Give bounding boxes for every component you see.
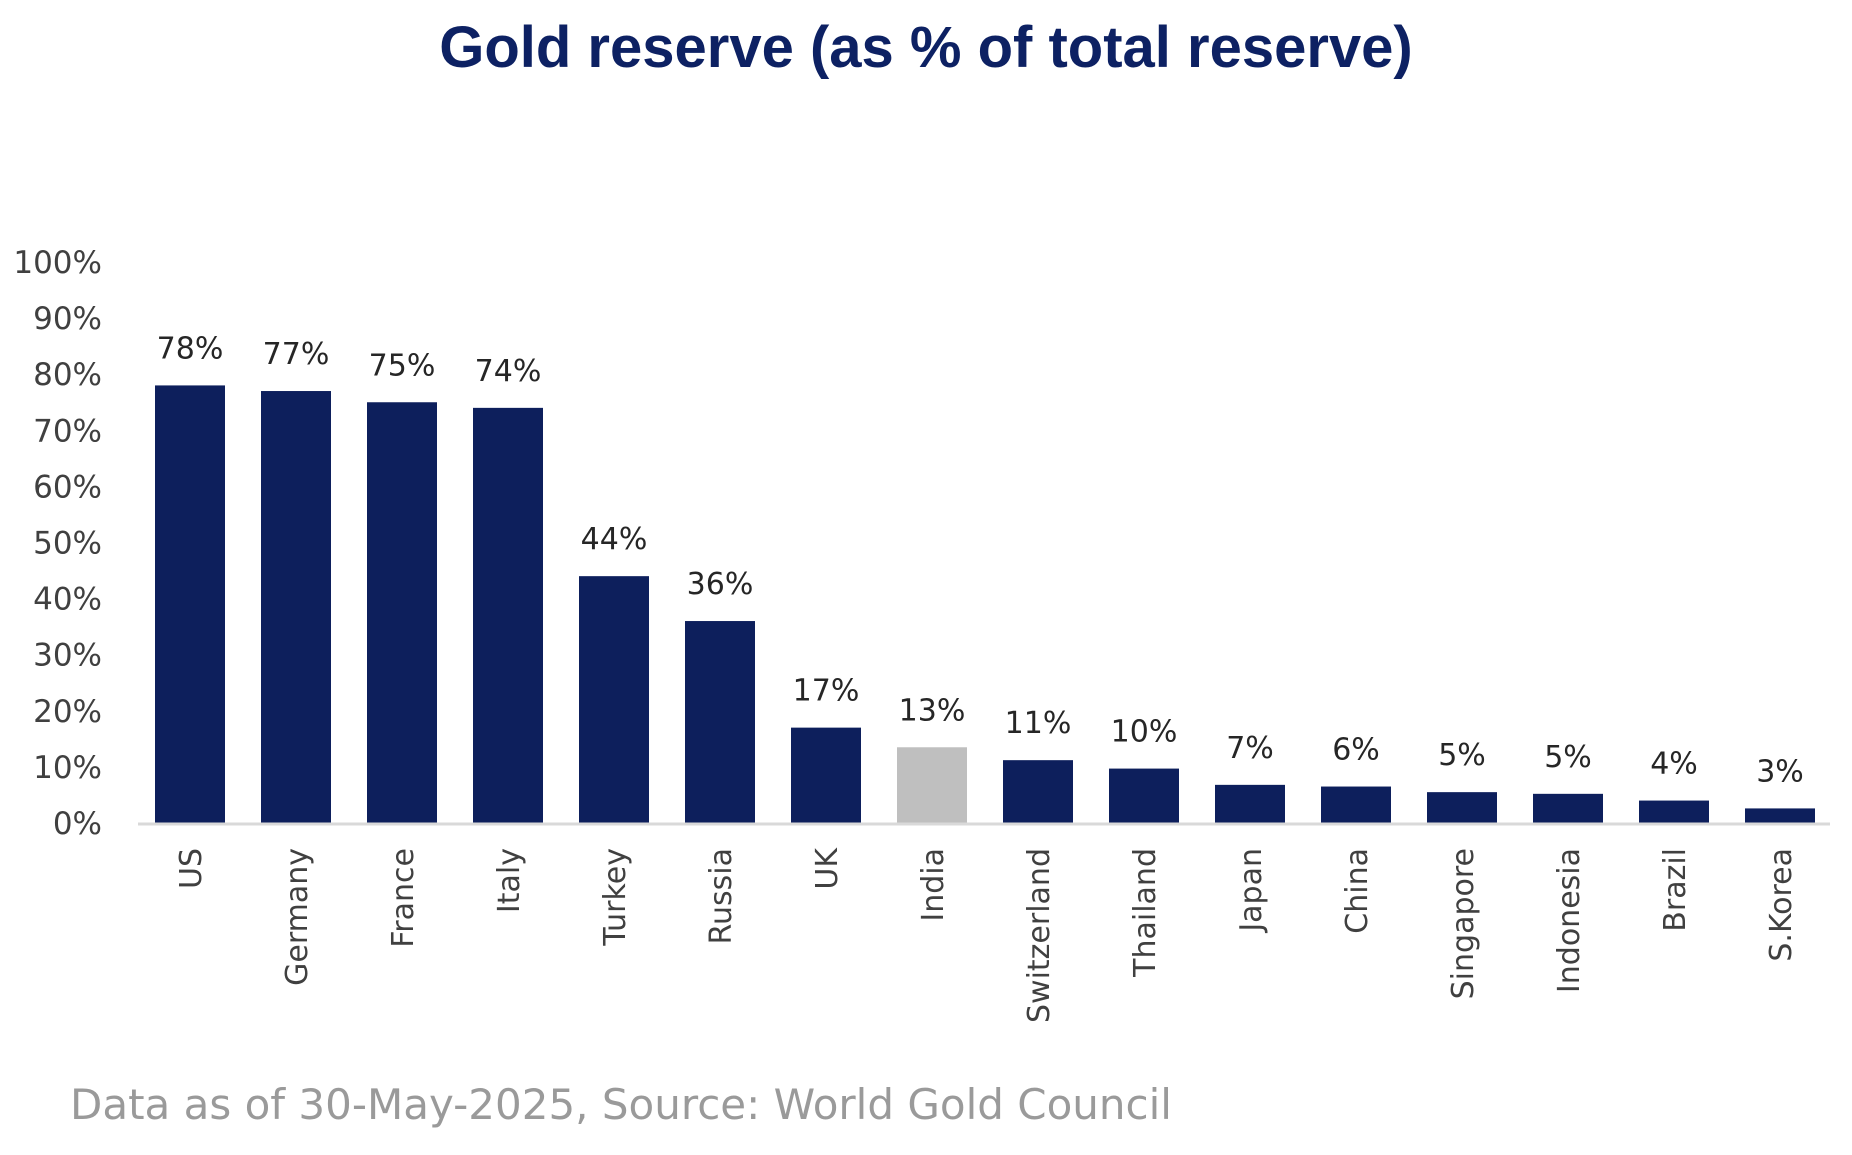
y-tick-label: 60% [33,469,102,505]
y-tick-label: 90% [33,301,102,337]
data-label: 3% [1756,754,1804,789]
category-label: France [386,848,421,948]
data-label: 5% [1544,740,1592,775]
category-label: Japan [1234,848,1269,934]
bar-thailand [1109,768,1179,823]
y-tick-label: 20% [33,694,102,730]
bar-s-korea [1745,808,1815,823]
bar-japan [1215,784,1285,823]
data-label: 6% [1332,733,1380,768]
category-label: Brazil [1658,848,1693,932]
data-label: 4% [1650,747,1698,782]
y-tick-label: 10% [33,750,102,786]
category-label: China [1340,848,1375,934]
data-label: 36% [687,567,754,602]
bar-switzerland [1003,760,1073,823]
data-label: 17% [793,674,860,709]
category-label: UK [810,847,845,890]
y-tick-label: 50% [33,526,102,562]
data-label: 78% [157,331,224,366]
category-label: Switzerland [1022,848,1057,1023]
chart-title: Gold reserve (as % of total reserve) [439,15,1413,80]
bar-indonesia [1533,793,1603,823]
data-label: 5% [1438,738,1486,773]
category-label: Germany [280,848,315,986]
bar-singapore [1427,792,1497,823]
category-label: S.Korea [1764,848,1799,962]
data-label: 7% [1226,731,1274,766]
category-labels: US Germany France Italy Turkey Russia UK India S… [174,847,1799,1023]
data-label: 74% [475,354,542,389]
data-labels: 78% 77% 75% 74% 44% 36% 17% 13% 11% 10% 7% 6% 5% 5% 4%… [157,331,1804,789]
data-label: 77% [263,337,330,372]
category-label: Indonesia [1552,848,1587,993]
data-label: 44% [581,522,648,557]
bar-germany [261,391,331,823]
data-label: 11% [1005,706,1072,741]
data-label: 10% [1111,715,1178,750]
bar-france [367,402,437,823]
bar-brazil [1639,800,1709,823]
bar-uk [791,727,861,823]
data-label: 75% [369,348,436,383]
category-label: India [916,848,951,922]
y-axis-labels: 0% 10% 20% 30% 40% 50% 60% 70% 80% 90% 100% [13,245,102,842]
category-label: Turkey [598,848,633,947]
bar-turkey [579,576,649,823]
y-tick-label: 30% [33,638,102,674]
y-tick-label: 100% [13,245,102,281]
bars [155,385,1815,823]
y-tick-label: 0% [53,806,102,842]
category-label: US [174,848,209,889]
bar-china [1321,786,1391,823]
source-note: Data as of 30-May-2025, Source: World Go… [70,1080,1172,1129]
bar-russia [685,621,755,823]
bar-italy [473,407,543,823]
category-label: Singapore [1446,848,1481,999]
bar-india [897,747,967,823]
category-label: Italy [492,848,527,913]
category-label: Thailand [1128,848,1163,978]
y-tick-label: 40% [33,582,102,618]
y-tick-label: 80% [33,357,102,393]
bar-us [155,385,225,823]
data-label: 13% [899,693,966,728]
category-label: Russia [704,848,739,945]
y-tick-label: 70% [33,413,102,449]
